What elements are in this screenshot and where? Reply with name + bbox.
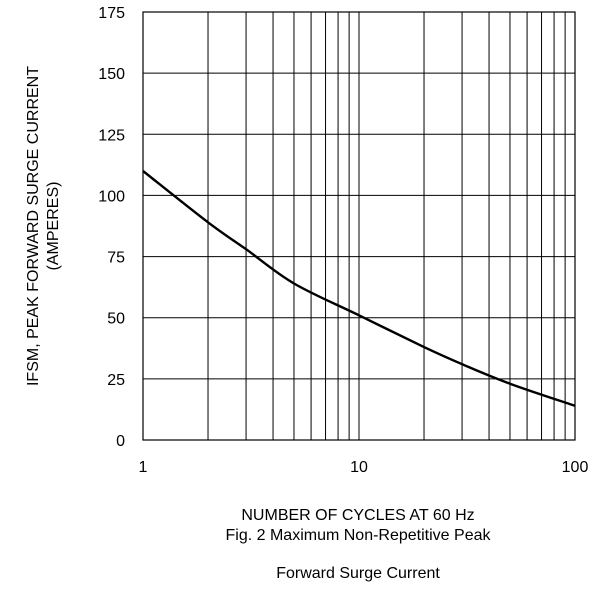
plot-frame bbox=[142, 11, 576, 441]
y-tick-label: 25 bbox=[107, 372, 125, 389]
y-tick-label: 75 bbox=[107, 250, 125, 267]
y-tick-labels: 0 25 50 75 100 125 150 175 bbox=[98, 5, 125, 450]
y-tick-label: 0 bbox=[116, 433, 125, 450]
x-tick-labels: 1 10 100 bbox=[139, 459, 589, 476]
figure-caption-line1: Fig. 2 Maximum Non-Repetitive Peak bbox=[225, 527, 491, 544]
y-axis-label-line2: (AMPERES) bbox=[45, 182, 62, 271]
y-tick-label: 50 bbox=[107, 311, 125, 328]
y-axis-label-line1: IFSM, PEAK FORWARD SURGE CURRENT bbox=[25, 66, 42, 386]
y-tick-label: 175 bbox=[98, 5, 125, 22]
y-tick-label: 150 bbox=[98, 66, 125, 83]
grid bbox=[143, 12, 575, 440]
curve-layer bbox=[142, 170, 576, 407]
x-tick-label: 10 bbox=[350, 459, 368, 476]
x-axis-label: NUMBER OF CYCLES AT 60 Hz bbox=[241, 507, 475, 524]
x-tick-label: 1 bbox=[139, 459, 148, 476]
surge-current-curve bbox=[142, 170, 576, 407]
x-tick-label: 100 bbox=[562, 459, 589, 476]
y-tick-label: 100 bbox=[98, 188, 125, 205]
figure-caption-line2: Forward Surge Current bbox=[276, 565, 440, 582]
y-tick-label: 125 bbox=[98, 127, 125, 144]
